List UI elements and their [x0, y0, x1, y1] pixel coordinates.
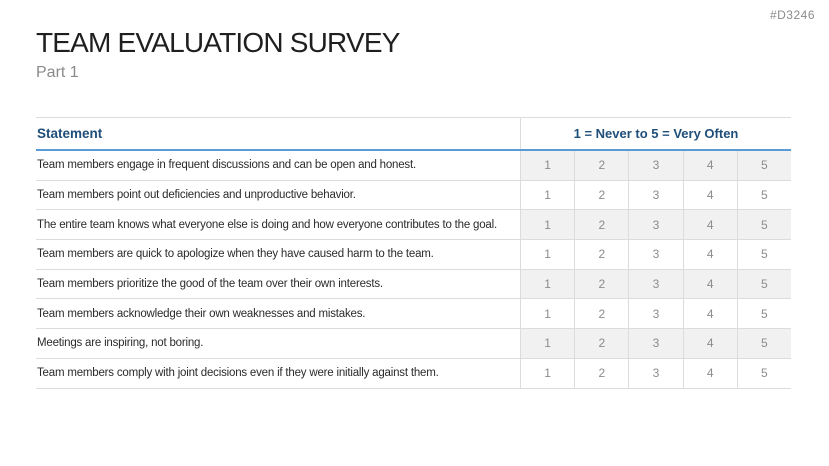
rating-cell: 1	[520, 240, 575, 269]
table-row: Meetings are inspiring, not boring. 1 2 3 4 5	[36, 329, 791, 359]
rating-cell: 1	[520, 210, 575, 240]
rating-cell: 1	[520, 329, 575, 358]
rating-cell: 2	[574, 269, 629, 299]
rating-cell: 4	[682, 329, 737, 358]
table-row: Team members comply with joint decisions…	[36, 358, 791, 389]
statement-cell: Team members comply with joint decisions…	[37, 367, 439, 380]
rating-cell: 3	[628, 329, 683, 358]
statement-cell: The entire team knows what everyone else…	[37, 218, 497, 231]
statement-cell: Team members acknowledge their own weakn…	[37, 307, 366, 320]
rating-cell: 2	[574, 358, 629, 388]
statement-cell: Team members prioritize the good of the …	[37, 278, 383, 291]
rating-cell: 3	[628, 299, 683, 329]
statement-cell: Meetings are inspiring, not boring.	[37, 337, 204, 350]
rating-cell: 5	[736, 299, 791, 329]
table-row: Team members acknowledge their own weakn…	[36, 299, 791, 330]
rating-cell: 2	[574, 210, 629, 240]
survey-table: Statement 1 = Never to 5 = Very Often Te…	[36, 117, 791, 389]
rating-cell: 2	[574, 299, 629, 329]
statement-cell: Team members are quick to apologize when…	[37, 248, 434, 261]
rating-cell: 1	[520, 299, 575, 329]
rating-cell: 4	[682, 240, 737, 269]
table-body: Team members engage in frequent discussi…	[36, 151, 791, 389]
rating-cell: 5	[736, 358, 791, 388]
rating-cell: 5	[736, 269, 791, 299]
table-row: The entire team knows what everyone else…	[36, 210, 791, 241]
table-row: Team members prioritize the good of the …	[36, 269, 791, 300]
rating-cell: 1	[520, 180, 575, 210]
rating-cell: 1	[520, 269, 575, 299]
rating-cell: 4	[682, 358, 737, 388]
statement-cell: Team members point out deficiencies and …	[37, 189, 356, 202]
rating-cell: 5	[736, 151, 791, 180]
rating-cell: 3	[628, 210, 683, 240]
rating-cell: 4	[682, 269, 737, 299]
rating-cell: 4	[682, 180, 737, 210]
rating-cell: 2	[574, 329, 629, 358]
statement-column-header: Statement	[37, 126, 103, 141]
table-row: Team members engage in frequent discussi…	[36, 151, 791, 181]
rating-cell: 4	[682, 151, 737, 180]
rating-cell: 5	[736, 180, 791, 210]
rating-cell: 5	[736, 329, 791, 358]
rating-cell: 2	[574, 240, 629, 269]
statement-cell: Team members engage in frequent discussi…	[37, 159, 416, 172]
rating-cell: 2	[574, 180, 629, 210]
rating-cell: 3	[628, 180, 683, 210]
rating-cell: 3	[628, 269, 683, 299]
table-row: Team members are quick to apologize when…	[36, 240, 791, 270]
page-subtitle: Part 1	[36, 64, 79, 81]
rating-cell: 5	[736, 240, 791, 269]
page-title: TEAM EVALUATION SURVEY	[36, 27, 400, 58]
rating-cell: 1	[520, 151, 575, 180]
rating-cell: 4	[682, 299, 737, 329]
title-block: TEAM EVALUATION SURVEY Part 1	[36, 26, 400, 82]
rating-cell: 4	[682, 210, 737, 240]
table-header-row: Statement 1 = Never to 5 = Very Often	[36, 117, 791, 151]
rating-cell: 1	[520, 358, 575, 388]
slide-code: #D3246	[769, 8, 815, 22]
rating-scale-column-header: 1 = Never to 5 = Very Often	[520, 118, 791, 149]
rating-cell: 3	[628, 358, 683, 388]
rating-cell: 5	[736, 210, 791, 240]
rating-cell: 3	[628, 240, 683, 269]
table-row: Team members point out deficiencies and …	[36, 180, 791, 211]
rating-cell: 2	[574, 151, 629, 180]
rating-cell: 3	[628, 151, 683, 180]
